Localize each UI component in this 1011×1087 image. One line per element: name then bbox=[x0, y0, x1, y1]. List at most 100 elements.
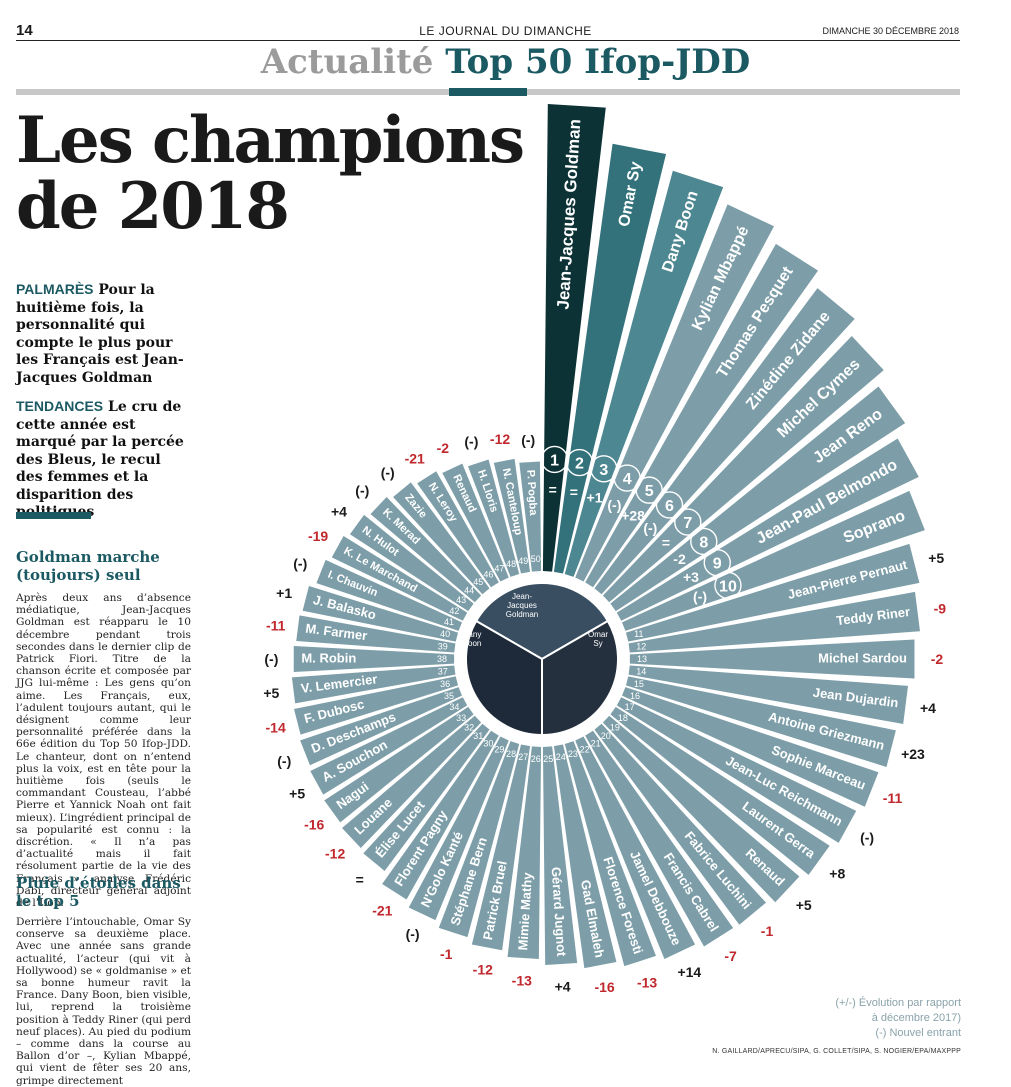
change-rank-39: -11 bbox=[266, 617, 286, 633]
change-rank-24: -16 bbox=[594, 979, 614, 995]
change-rank-21: -7 bbox=[724, 948, 737, 964]
rank-number-45: 45 bbox=[473, 577, 483, 587]
bar-rank-10 bbox=[622, 490, 925, 631]
legend-line-2: à décembre 2017) bbox=[871, 1012, 961, 1024]
rank-number-44: 44 bbox=[464, 586, 474, 596]
bar-rank-18 bbox=[610, 706, 830, 875]
photo-label-2: Dany bbox=[463, 630, 482, 639]
change-rank-15: +23 bbox=[901, 746, 925, 762]
bar-name-38: M. Robin bbox=[301, 650, 356, 665]
photo-label-1: Jean- bbox=[512, 592, 532, 601]
headline: Les champions de 2018 bbox=[16, 108, 525, 240]
change-rank-7: = bbox=[662, 535, 670, 551]
lede-palmares-text: Pour la huitième fois, la personnalité q… bbox=[16, 282, 184, 386]
change-rank-25: +4 bbox=[555, 978, 571, 994]
change-rank-45: (-) bbox=[381, 465, 395, 481]
change-rank-4: (-) bbox=[607, 497, 621, 513]
change-rank-1: = bbox=[549, 481, 557, 497]
rank-number-46: 46 bbox=[483, 570, 493, 580]
page-number: 14 bbox=[16, 22, 33, 39]
bar-rank-6 bbox=[594, 288, 855, 595]
bar-rank-41 bbox=[316, 559, 462, 631]
change-rank-5: +28 bbox=[621, 507, 645, 523]
bar-rank-23 bbox=[564, 741, 656, 967]
rank-circle-6 bbox=[655, 491, 684, 519]
rank-circle-1 bbox=[540, 445, 569, 474]
rank-number-24: 24 bbox=[556, 752, 566, 762]
article-subhead-2: Pluie d’étoiles dans le top 5 bbox=[16, 874, 181, 910]
photo-credit: N. GAILLARD/APRECU/SIPA, G. COLLET/SIPA,… bbox=[712, 1048, 961, 1055]
change-rank-14: +4 bbox=[920, 700, 936, 716]
rank-number-19: 19 bbox=[610, 722, 620, 732]
bar-rank-31 bbox=[363, 723, 490, 871]
journal-name: LE JOURNAL DU DIMANCHE bbox=[419, 24, 592, 38]
rank-circle-9 bbox=[703, 548, 731, 577]
photo-sector-1 bbox=[474, 582, 610, 661]
change-rank-30: -21 bbox=[372, 903, 392, 919]
change-rank-41: (-) bbox=[293, 555, 307, 571]
rank-number-40: 40 bbox=[440, 629, 450, 639]
photo-sector-3 bbox=[541, 619, 619, 737]
bar-rank-44 bbox=[370, 496, 482, 603]
bar-rank-35 bbox=[300, 687, 462, 766]
change-rank-46: -21 bbox=[405, 450, 425, 466]
bar-rank-25 bbox=[542, 746, 578, 965]
rank-number-41: 41 bbox=[444, 617, 454, 627]
change-rank-19: +5 bbox=[796, 897, 812, 913]
bar-rank-2 bbox=[553, 143, 667, 574]
change-rank-33: -16 bbox=[304, 817, 324, 833]
bar-rank-21 bbox=[585, 730, 734, 947]
rank-number-7: 7 bbox=[683, 515, 692, 532]
bar-rank-34 bbox=[310, 697, 468, 795]
rank-number-26: 26 bbox=[531, 754, 541, 764]
bar-rank-20 bbox=[594, 723, 767, 925]
rank-number-9: 9 bbox=[713, 556, 722, 573]
change-rank-48: (-) bbox=[464, 434, 478, 450]
lede-palmares: PALMARÈS Pour la huitième fois, la perso… bbox=[16, 281, 191, 387]
rank-number-48: 48 bbox=[506, 559, 516, 569]
section-label: Actualité bbox=[260, 42, 434, 82]
rank-number-11: 11 bbox=[634, 629, 643, 639]
rank-number-29: 29 bbox=[494, 744, 504, 754]
rank-number-35: 35 bbox=[444, 691, 454, 701]
rank-circle-4 bbox=[613, 464, 641, 492]
bar-rank-49 bbox=[493, 458, 531, 574]
rank-number-38: 38 bbox=[437, 654, 447, 664]
rank-number-14: 14 bbox=[636, 667, 646, 677]
bar-rank-26 bbox=[507, 746, 542, 959]
change-rank-13: -2 bbox=[931, 651, 944, 667]
rank-number-6: 6 bbox=[665, 498, 674, 515]
rank-number-10: 10 bbox=[719, 578, 737, 595]
change-rank-32: -12 bbox=[325, 845, 345, 861]
change-rank-44: (-) bbox=[355, 482, 369, 498]
change-rank-27: -12 bbox=[473, 961, 493, 977]
bar-rank-11 bbox=[625, 543, 920, 642]
rank-number-33: 33 bbox=[456, 713, 466, 723]
change-rank-20: -1 bbox=[761, 923, 774, 939]
photo-label-3: Sy bbox=[593, 639, 602, 648]
photo-label-1: Jacques bbox=[507, 601, 537, 610]
rank-number-27: 27 bbox=[518, 752, 528, 762]
bar-rank-19 bbox=[602, 715, 800, 903]
change-rank-42: -19 bbox=[308, 528, 328, 544]
rank-number-18: 18 bbox=[618, 713, 628, 723]
change-rank-6: (-) bbox=[643, 520, 657, 536]
bar-rank-4 bbox=[575, 204, 775, 582]
rank-number-12: 12 bbox=[636, 641, 646, 651]
bar-rank-13 bbox=[629, 639, 915, 679]
change-rank-29: (-) bbox=[406, 926, 420, 942]
issue-date: DIMANCHE 30 DÉCEMBRE 2018 bbox=[822, 26, 959, 36]
rank-number-50: 50 bbox=[531, 554, 541, 564]
rank-number-20: 20 bbox=[601, 731, 611, 741]
rank-number-21: 21 bbox=[591, 738, 601, 748]
rank-number-23: 23 bbox=[568, 749, 578, 759]
headline-line-1: Les champions bbox=[16, 103, 525, 178]
rank-number-36: 36 bbox=[440, 679, 450, 689]
legend-line-1: (+/-) Évolution par rapport bbox=[835, 997, 961, 1009]
change-rank-18: +8 bbox=[829, 866, 845, 882]
article-paragraph-2: Derrière l’intouchable, Omar Sy conserve… bbox=[16, 916, 191, 1087]
change-rank-9: +3 bbox=[683, 569, 699, 585]
rank-circle-7 bbox=[674, 508, 702, 536]
bar-name-26: Mimie Mathy bbox=[515, 871, 535, 951]
